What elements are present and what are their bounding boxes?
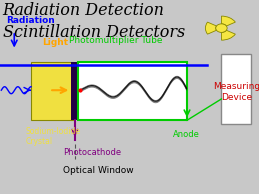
Text: Radiation: Radiation <box>6 16 55 25</box>
Text: Scintillation Detectors: Scintillation Detectors <box>3 24 185 41</box>
Text: Anode: Anode <box>173 130 200 139</box>
Text: Photomultiplier Tube: Photomultiplier Tube <box>68 36 162 45</box>
Text: Measuring
Device: Measuring Device <box>213 82 259 102</box>
Wedge shape <box>221 30 235 40</box>
Text: Radiation Detection: Radiation Detection <box>3 2 164 19</box>
Bar <box>221 54 251 124</box>
Text: Light: Light <box>43 38 69 47</box>
Bar <box>78 62 187 120</box>
Wedge shape <box>221 16 235 26</box>
Text: Optical Window: Optical Window <box>63 166 134 175</box>
Bar <box>71 62 78 120</box>
Circle shape <box>216 24 227 32</box>
Text: Photocathode: Photocathode <box>63 148 121 157</box>
Text: Sodium-Iodide
Crystal: Sodium-Iodide Crystal <box>26 127 81 146</box>
Bar <box>31 62 73 120</box>
Wedge shape <box>205 22 217 34</box>
